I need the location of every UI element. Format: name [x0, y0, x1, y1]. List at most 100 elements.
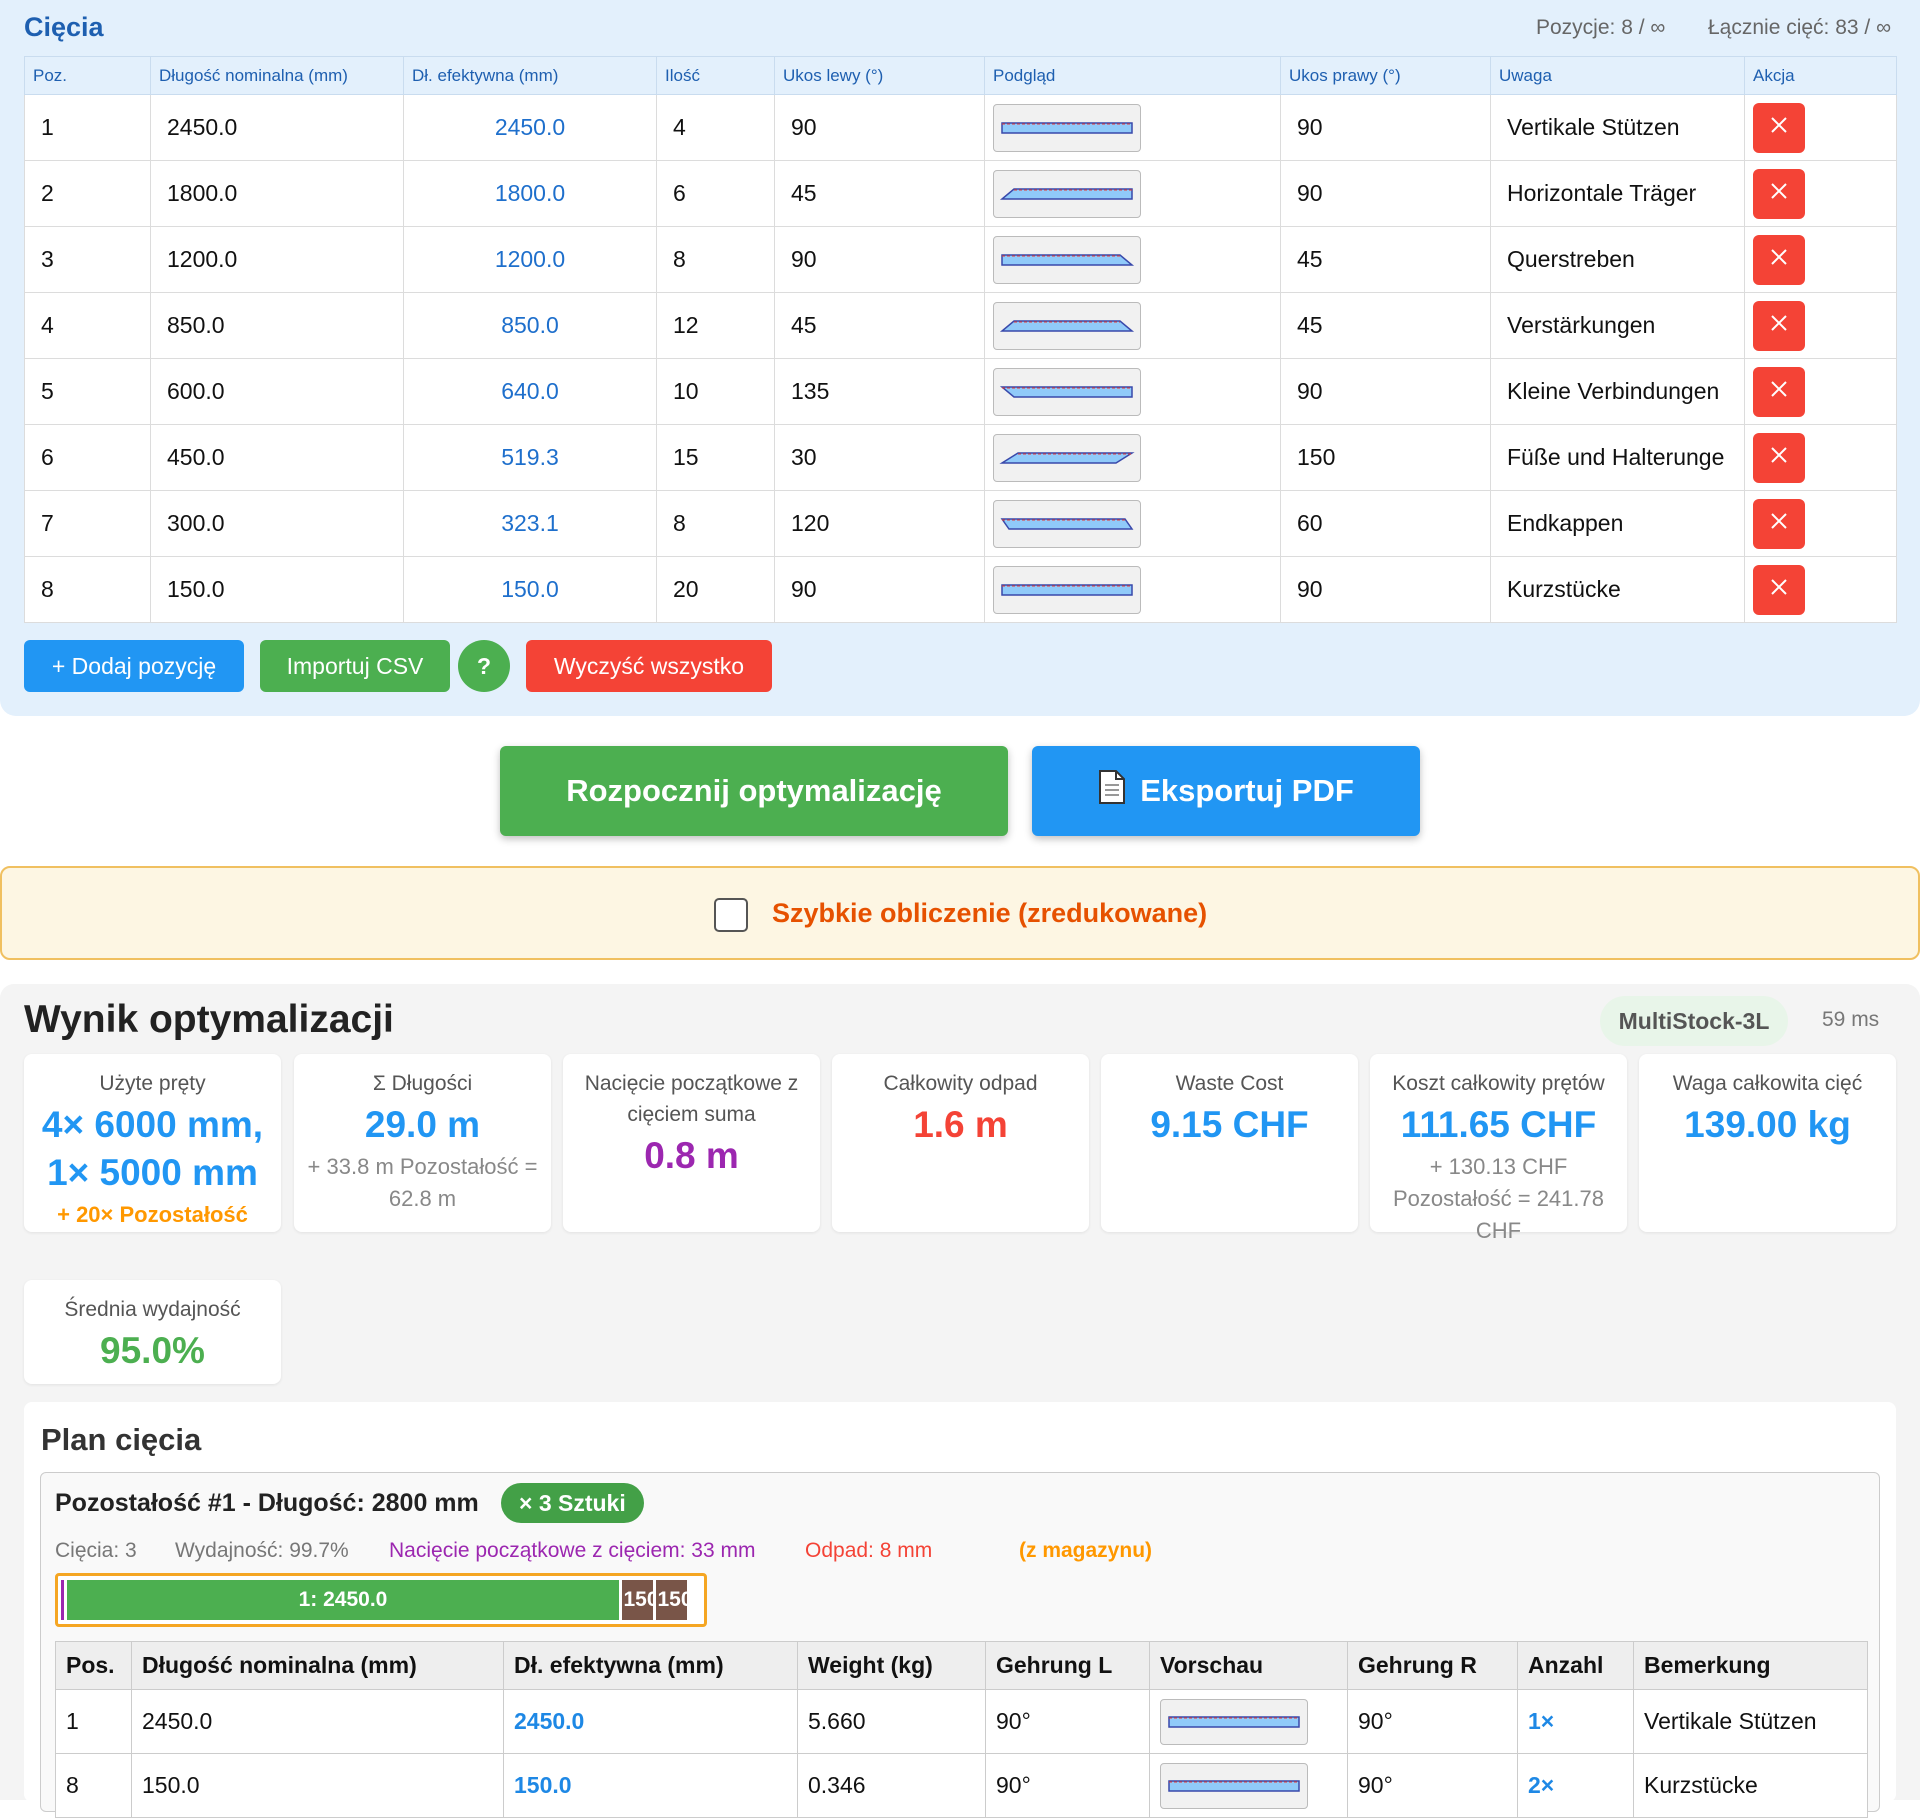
cut-pos: 5	[24, 358, 151, 425]
result-card: Waste Cost 9.15 CHF	[1101, 1054, 1358, 1232]
export-pdf-button[interactable]: Eksportuj PDF	[1032, 746, 1420, 836]
cut-left-miter[interactable]: 90	[774, 226, 985, 293]
cut-nominal-length[interactable]: 1200.0	[150, 226, 404, 293]
cut-effective-length: 2450.0	[403, 94, 657, 161]
cut-pos: 1	[24, 94, 151, 161]
results-title: Wynik optymalizacji	[24, 998, 394, 1041]
result-card: Waga całkowita cięć 139.00 kg	[1639, 1054, 1896, 1232]
cut-row: 8 150.0 150.0 20 90 90 Kurzstücke	[24, 556, 1897, 623]
delete-row-button[interactable]	[1753, 102, 1805, 153]
start-optimization-button[interactable]: Rozpocznij optymalizację	[500, 746, 1008, 836]
cut-quantity[interactable]: 20	[656, 556, 775, 623]
cut-right-miter[interactable]: 90	[1280, 556, 1491, 623]
delete-row-button[interactable]	[1753, 366, 1805, 417]
source-stat: (z magazynu)	[1019, 1539, 1153, 1562]
cut-bar-segment: 8: 150.0	[622, 1580, 653, 1620]
delete-row-button[interactable]	[1753, 300, 1805, 351]
add-position-button[interactable]: + Dodaj pozycję	[24, 640, 244, 692]
cut-note[interactable]: Verstärkungen	[1490, 292, 1745, 359]
cuts-table: Poz. Długość nominalna (mm) Dł. efektywn…	[24, 56, 1897, 623]
col-header-pos: Poz.	[24, 56, 151, 95]
cut-nominal-length[interactable]: 600.0	[150, 358, 404, 425]
cut-note[interactable]: Querstreben	[1490, 226, 1745, 293]
cut-bar-segment: 1: 2450.0	[67, 1580, 619, 1620]
cut-right-miter[interactable]: 90	[1280, 358, 1491, 425]
cut-quantity[interactable]: 12	[656, 292, 775, 359]
cut-note[interactable]: Füße und Halterunge	[1490, 424, 1745, 491]
cut-effective-length: 150.0	[403, 556, 657, 623]
cut-note[interactable]: Endkappen	[1490, 490, 1745, 557]
cut-left-miter[interactable]: 135	[774, 358, 985, 425]
plan-miter-left: 90°	[985, 1753, 1150, 1818]
cut-pos: 4	[24, 292, 151, 359]
cut-quantity[interactable]: 8	[656, 226, 775, 293]
cut-right-miter[interactable]: 90	[1280, 94, 1491, 161]
cut-quantity[interactable]: 6	[656, 160, 775, 227]
cut-row: 6 450.0 519.3 15 30 150 Füße und Halteru…	[24, 424, 1897, 491]
cut-note[interactable]: Kurzstücke	[1490, 556, 1745, 623]
cut-pos: 8	[24, 556, 151, 623]
cut-right-miter[interactable]: 150	[1280, 424, 1491, 491]
result-card-value: 0.8 m	[644, 1135, 739, 1176]
cut-note[interactable]: Horizontale Träger	[1490, 160, 1745, 227]
cut-left-miter[interactable]: 120	[774, 490, 985, 557]
cut-quantity[interactable]: 8	[656, 490, 775, 557]
cut-nominal-length[interactable]: 1800.0	[150, 160, 404, 227]
cut-right-miter[interactable]: 60	[1280, 490, 1491, 557]
cut-row: 3 1200.0 1200.0 8 90 45 Querstreben	[24, 226, 1897, 293]
stock-piece-card: Pozostałość #1 - Długość: 2800 mm × 3 Sz…	[40, 1472, 1880, 1818]
plan-miter-right: 90°	[1347, 1689, 1518, 1754]
result-card: Σ Długości 29.0 m + 33.8 m Pozostałość =…	[294, 1054, 551, 1232]
cut-nominal-length[interactable]: 150.0	[150, 556, 404, 623]
profile-preview	[993, 235, 1141, 284]
result-card-value: 139.00 kg	[1684, 1104, 1851, 1145]
cutting-plan-title: Plan cięcia	[41, 1422, 202, 1457]
algorithm-badge: MultiStock-3L	[1600, 996, 1788, 1046]
document-icon	[1098, 769, 1126, 813]
pt-header-nominal: Długość nominalna (mm)	[131, 1641, 504, 1690]
cut-nominal-length[interactable]: 450.0	[150, 424, 404, 491]
delete-row-button[interactable]	[1753, 498, 1805, 549]
cut-nominal-length[interactable]: 850.0	[150, 292, 404, 359]
cut-right-miter[interactable]: 45	[1280, 292, 1491, 359]
plan-note: Vertikale Stützen	[1633, 1689, 1868, 1754]
cut-effective-length: 640.0	[403, 358, 657, 425]
plan-pos: 1	[55, 1689, 132, 1754]
col-header-effective: Dł. efektywna (mm)	[403, 56, 657, 95]
help-button[interactable]: ?	[458, 640, 510, 692]
plan-effective: 2450.0	[503, 1689, 798, 1754]
cut-effective-length: 850.0	[403, 292, 657, 359]
cut-nominal-length[interactable]: 300.0	[150, 490, 404, 557]
cut-left-miter[interactable]: 90	[774, 556, 985, 623]
cut-right-miter[interactable]: 45	[1280, 226, 1491, 293]
delete-row-button[interactable]	[1753, 168, 1805, 219]
quick-calc-checkbox[interactable]	[714, 898, 748, 932]
cut-bar-segment: 8: 150.0	[656, 1580, 687, 1620]
clear-all-button[interactable]: Wyczyść wszystko	[526, 640, 772, 692]
cut-note[interactable]: Kleine Verbindungen	[1490, 358, 1745, 425]
delete-row-button[interactable]	[1753, 432, 1805, 483]
import-csv-button[interactable]: Importuj CSV	[260, 640, 450, 692]
delete-row-button[interactable]	[1753, 564, 1805, 615]
cut-quantity[interactable]: 10	[656, 358, 775, 425]
plan-miter-left: 90°	[985, 1689, 1150, 1754]
col-header-action: Akcja	[1744, 56, 1897, 95]
delete-row-button[interactable]	[1753, 234, 1805, 285]
cut-left-miter[interactable]: 90	[774, 94, 985, 161]
cut-left-miter[interactable]: 45	[774, 160, 985, 227]
pt-header-note: Bemerkung	[1633, 1641, 1868, 1690]
cut-left-miter[interactable]: 45	[774, 292, 985, 359]
cut-quantity[interactable]: 15	[656, 424, 775, 491]
cut-left-miter[interactable]: 30	[774, 424, 985, 491]
profile-preview	[1160, 1698, 1308, 1745]
result-card-value: 111.65 CHF	[1400, 1104, 1597, 1145]
cut-right-miter[interactable]: 90	[1280, 160, 1491, 227]
cut-quantity[interactable]: 4	[656, 94, 775, 161]
plan-row: 8 150.0 150.0 0.346 90° 90° 2× Kurzstück…	[55, 1753, 1868, 1818]
cut-row: 1 2450.0 2450.0 4 90 90 Vertikale Stütze…	[24, 94, 1897, 161]
col-header-left-miter: Ukos lewy (°)	[774, 56, 985, 95]
col-header-nominal: Długość nominalna (mm)	[150, 56, 404, 95]
plan-effective: 150.0	[503, 1753, 798, 1818]
cut-note[interactable]: Vertikale Stützen	[1490, 94, 1745, 161]
cut-nominal-length[interactable]: 2450.0	[150, 94, 404, 161]
